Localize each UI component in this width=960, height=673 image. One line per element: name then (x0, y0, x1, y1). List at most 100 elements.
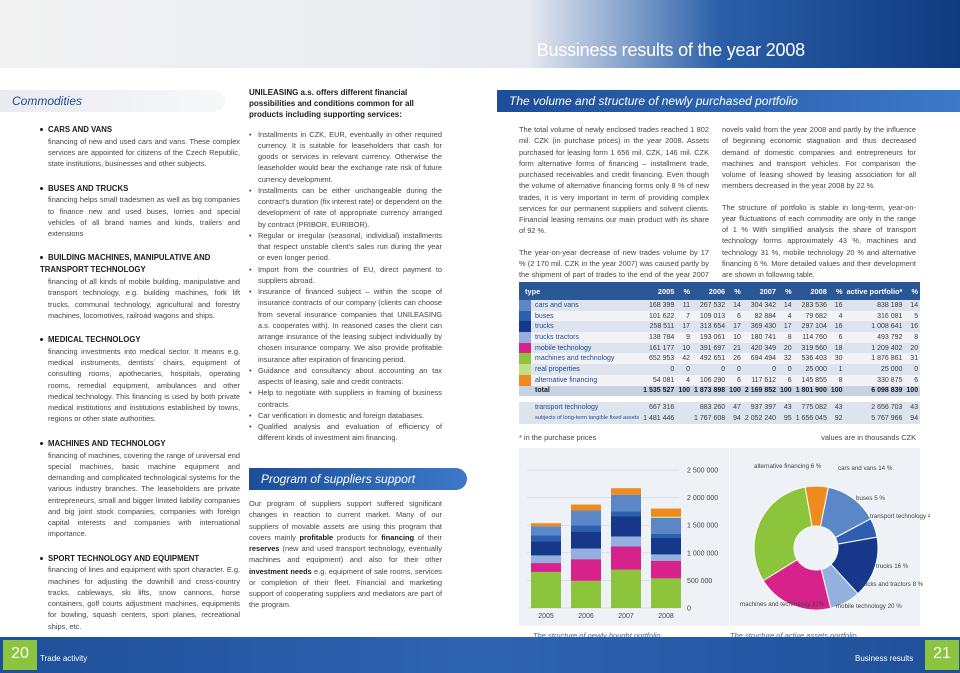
table-cell: 145 855 (793, 374, 829, 386)
table-row: alternative financing 54 081 4 106 290 6 117 … (519, 374, 921, 386)
table-cell: 297 104 (793, 321, 829, 333)
x-tick-label: 2005 (538, 613, 554, 620)
volume-col2: novels valid from the year 2008 and part… (722, 124, 916, 280)
table-cell: 82 884 (742, 310, 779, 322)
table-cell: 106 290 (692, 374, 728, 386)
row-label: real properties (531, 364, 642, 375)
table-cell: 0 (676, 364, 693, 375)
table-cell: 17 (778, 321, 794, 333)
bar-segment (571, 504, 601, 511)
table-row: total 1 535 527 100 1 873 898 100 2 169 852 10… (519, 385, 921, 397)
y-tick-label: 1 500 000 (687, 523, 718, 530)
bar-segment (531, 523, 561, 527)
bar-segment (611, 488, 641, 495)
table-cell: 94 (904, 412, 921, 424)
right-page-number: 21 (925, 640, 959, 670)
table-cell: 25 000 (793, 364, 829, 375)
table-cell: 16 (828, 321, 845, 333)
commodities-heading: Commodities (0, 90, 225, 112)
table-cell: 100 (676, 385, 693, 397)
bullet-icon (40, 338, 43, 342)
table-cell: 14 (904, 300, 921, 311)
table-cell (676, 412, 693, 424)
volume-col1: The total volume of newly enclosed trade… (519, 124, 709, 292)
table-cell: 26 (727, 353, 743, 365)
table-cell: 32 (778, 353, 794, 365)
table-row: trucks tractors 138 784 9 193 061 10 180 741 8… (519, 332, 921, 343)
bar-segment (651, 538, 681, 555)
table-cell: 0 (641, 364, 677, 375)
table-cell: 1 876 861 (844, 353, 905, 365)
table-cell: 117 612 (742, 374, 779, 386)
color-swatch (519, 374, 531, 386)
table-header-cell: active portfolio* (844, 282, 905, 300)
table-cell: 0 (742, 364, 779, 375)
table-header-cell: 2005 (641, 282, 677, 300)
bar-segment (611, 536, 641, 547)
table-cell: 369 430 (742, 321, 779, 333)
donut-label: trucks 16 % (876, 563, 909, 570)
table-header-cell: % (676, 282, 693, 300)
donut-label: alternative financing 6 % (754, 463, 822, 470)
table-cell: 1 209 402 (844, 342, 905, 354)
page-title: Bussiness results of the year 2008 (536, 40, 806, 60)
table-cell: 313 654 (692, 321, 728, 333)
table-cell: 319 560 (793, 342, 829, 354)
table-cell: 883 260 (692, 402, 728, 413)
row-label: total (531, 385, 642, 397)
table-cell: 7 (676, 310, 693, 322)
table-cell: 330 875 (844, 374, 905, 386)
y-tick-label: 500 000 (687, 578, 712, 585)
commodity-title: BUILDING MACHINES, MANIPULATIVE AND TRAN… (40, 252, 240, 276)
table-cell: 838 189 (844, 300, 905, 311)
table-header-cell: 2006 (692, 282, 728, 300)
row-label: cars and vans (531, 300, 642, 311)
color-swatch (519, 342, 531, 354)
swatch-box (519, 332, 531, 343)
commodity-text: financing investments into medical secto… (48, 346, 240, 424)
bar-segment (651, 533, 681, 539)
row-label: subjects of long-term tangible fixed ass… (531, 412, 642, 424)
bar-segment (651, 508, 681, 517)
table-cell: 283 536 (793, 300, 829, 311)
suppliers-heading: Program of suppliers support (249, 468, 467, 490)
bar-segment (531, 571, 561, 608)
conditions-column: UNILEASING a.s. offers different financi… (249, 87, 442, 444)
table-header-cell: % (828, 282, 845, 300)
bar-segment (651, 554, 681, 561)
bar-chart-caption: The structure of newly bought portfolio (533, 631, 661, 640)
table-cell: 667 316 (641, 402, 677, 413)
row-label: machines and technology (531, 353, 642, 365)
donut-label: transport technology 43 % (870, 513, 930, 520)
table-row: real properties 0 0 0 0 0 0 25 000 1 25 000 0 (519, 364, 921, 375)
table-cell: 101 622 (641, 310, 677, 322)
table-cell: 492 651 (692, 353, 728, 365)
table-cell: 16 (904, 321, 921, 333)
bar-segment (531, 535, 561, 542)
donut-chart: cars and vans 14 % buses 5 % transport tec… (730, 448, 930, 640)
commodity-title-text: BUILDING MACHINES, MANIPULATIVE AND TRAN… (40, 253, 211, 275)
table-cell: 267 532 (692, 300, 728, 311)
table-row: subjects of long-term tangible fixed ass… (519, 412, 921, 424)
table-header-cell: % (904, 282, 921, 300)
table-cell: 4 (828, 310, 845, 322)
table-header-cell: type (519, 282, 642, 300)
table-cell: 8 (828, 374, 845, 386)
table-cell: 20 (778, 342, 794, 354)
table-cell: 168 399 (641, 300, 677, 311)
color-swatch (519, 402, 531, 413)
table-cell: 4 (676, 374, 693, 386)
row-label: alternative financing (531, 374, 642, 386)
bar-segment (651, 516, 681, 518)
table-cell: 100 (727, 385, 743, 397)
swatch-box (519, 364, 531, 375)
table-cell: 21 (727, 342, 743, 354)
swatch-box (519, 342, 531, 354)
table-units-note: values are in thousands CZK (821, 433, 916, 442)
table-cell: 304 342 (742, 300, 779, 311)
table-cell: 1 767 608 (692, 412, 728, 424)
table-cell: 391 697 (692, 342, 728, 354)
table-header-cell: 2007 (742, 282, 779, 300)
table-cell: 775 082 (793, 402, 829, 413)
table-cell: 14 (778, 300, 794, 311)
